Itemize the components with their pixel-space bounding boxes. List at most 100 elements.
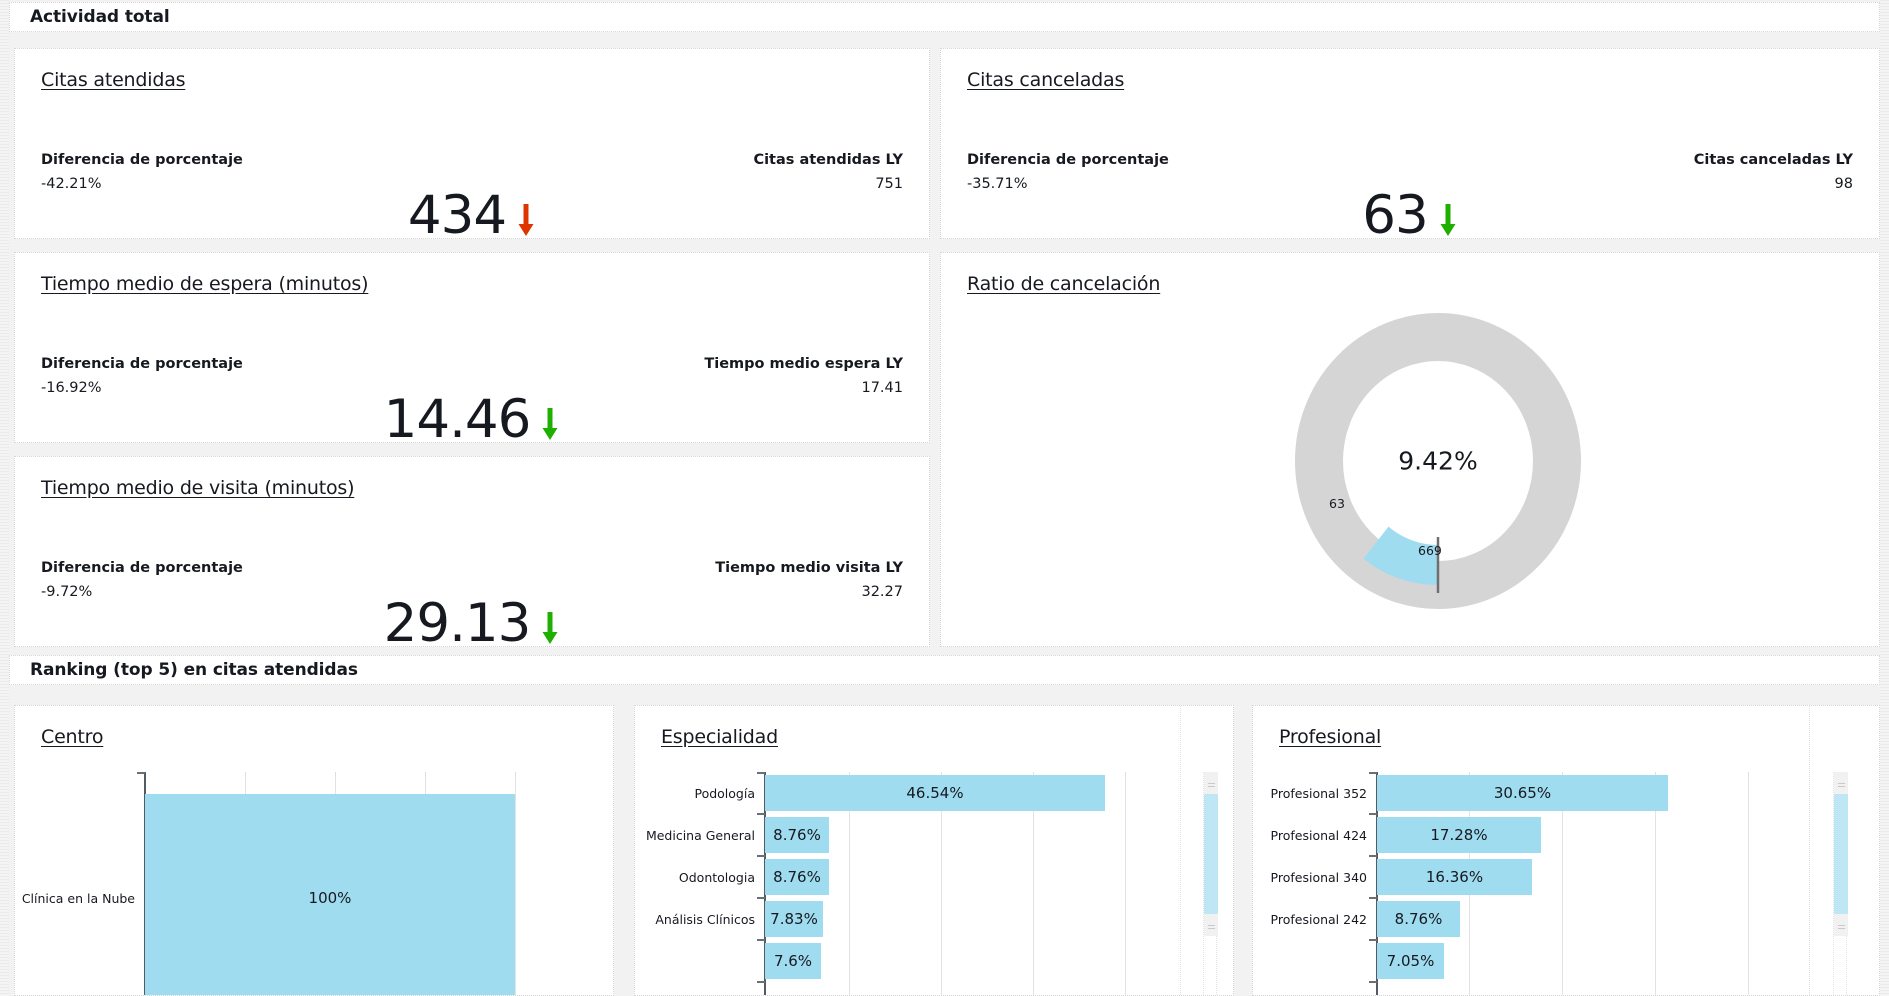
axis-tick bbox=[757, 939, 765, 941]
kpi-diff-value: -35.71% bbox=[967, 176, 1028, 192]
section-header-ranking: Ranking (top 5) en citas atendidas bbox=[9, 655, 1880, 685]
scrollbar-down-button[interactable] bbox=[1834, 914, 1848, 936]
bar-row[interactable]: Profesional 352 30.65% bbox=[1271, 775, 1817, 811]
bar-value-label: 7.6% bbox=[773, 952, 813, 970]
bar-value-label: 17.28% bbox=[1430, 826, 1488, 844]
bar[interactable]: 46.54% bbox=[765, 775, 1105, 811]
axis-tick bbox=[1369, 772, 1377, 774]
gridline bbox=[849, 772, 850, 995]
bar-value-label: 7.83% bbox=[770, 910, 818, 928]
axis-tick bbox=[1369, 813, 1377, 815]
bar-row[interactable]: 7.05% bbox=[1377, 943, 1817, 979]
scrollbar-thumb[interactable] bbox=[1834, 794, 1848, 914]
kpi-ly-value: 751 bbox=[875, 176, 903, 192]
kpi-diff-value: -42.21% bbox=[41, 176, 102, 192]
bar-row[interactable]: Odontologia 8.76% bbox=[679, 859, 1185, 895]
right-gutter bbox=[1880, 0, 1889, 996]
bar-category-label: Profesional 242 bbox=[1270, 911, 1367, 927]
kpi-title[interactable]: Tiempo medio de visita (minutos) bbox=[41, 477, 355, 499]
axis-tick bbox=[757, 772, 765, 774]
axis-tick bbox=[1369, 939, 1377, 941]
bar-category-label: Podología bbox=[694, 785, 755, 801]
kpi-primary-value: 63 bbox=[1362, 185, 1428, 246]
bar-category-label: Odontologia bbox=[678, 869, 755, 885]
bar-row[interactable]: Medicina General 8.76% bbox=[646, 817, 1185, 853]
bar-value-label: 16.36% bbox=[1425, 868, 1484, 886]
bar-row[interactable]: Podología 46.54% bbox=[694, 775, 1185, 811]
ranking-card-especialidad[interactable]: Especialidad Podología 46.54% Medicina G… bbox=[634, 705, 1234, 996]
kpi-primary-value: 434 bbox=[407, 185, 507, 246]
bar-row[interactable]: 7.6% bbox=[765, 943, 1185, 979]
bar-chart-especialidad[interactable]: Podología 46.54% Medicina General 8.76% … bbox=[646, 772, 1185, 995]
chart-title-especialidad[interactable]: Especialidad bbox=[661, 726, 778, 748]
kpi-title[interactable]: Citas atendidas bbox=[41, 69, 186, 91]
scrollbar-down-button[interactable] bbox=[1204, 914, 1218, 936]
bar-category-label: Profesional 424 bbox=[1270, 827, 1367, 843]
axis-tick bbox=[757, 813, 765, 815]
arrow-down-icon bbox=[540, 610, 560, 646]
bar-row[interactable]: Profesional 242 8.76% bbox=[1271, 901, 1817, 937]
gridline bbox=[941, 772, 942, 995]
bar[interactable]: 7.6% bbox=[765, 943, 821, 979]
bar-chart-profesional[interactable]: Profesional 352 30.65% Profesional 424 1… bbox=[1271, 772, 1817, 995]
kpi-primary-value-row: 434 bbox=[15, 189, 929, 242]
donut-title[interactable]: Ratio de cancelación bbox=[967, 273, 1161, 295]
ranking-card-profesional[interactable]: Profesional Profesional 352 30.65% Profe… bbox=[1252, 705, 1880, 996]
left-gutter bbox=[0, 0, 9, 996]
kpi-ly-label: Tiempo medio visita LY bbox=[715, 560, 903, 576]
bar[interactable]: 7.05% bbox=[1377, 943, 1444, 979]
axis-tick bbox=[137, 772, 145, 774]
bar[interactable]: 8.76% bbox=[765, 817, 829, 853]
kpi-title[interactable]: Citas canceladas bbox=[967, 69, 1125, 91]
bar[interactable]: 7.83% bbox=[765, 901, 823, 937]
scrollbar-up-button[interactable] bbox=[1834, 772, 1848, 794]
donut-chart[interactable]: 9.42% bbox=[1294, 311, 1582, 611]
bar-row[interactable]: Clínica en la Nube 100% bbox=[22, 794, 595, 995]
kpi-primary-value: 14.46 bbox=[383, 389, 532, 450]
scrollbar-thumb[interactable] bbox=[1204, 794, 1218, 914]
vertical-scrollbar[interactable] bbox=[1203, 772, 1218, 995]
kpi-card-citas-atendidas[interactable]: Citas atendidas Diferencia de porcentaje… bbox=[14, 48, 930, 242]
chart-title-profesional[interactable]: Profesional bbox=[1279, 726, 1382, 748]
kpi-ly-value: 32.27 bbox=[861, 584, 903, 600]
bar-category-label: Análisis Clínicos bbox=[655, 911, 755, 927]
kpi-diff-value: -9.72% bbox=[41, 584, 93, 600]
vertical-scrollbar[interactable] bbox=[1833, 772, 1848, 995]
kpi-diff-label: Diferencia de porcentaje bbox=[41, 152, 243, 168]
bar[interactable]: 30.65% bbox=[1377, 775, 1668, 811]
kpi-card-tiempo-medio-visita[interactable]: Tiempo medio de visita (minutos) Diferen… bbox=[14, 456, 930, 650]
ranking-card-centro[interactable]: Centro Clínica en la Nube 100% bbox=[14, 705, 614, 996]
bar-value-label: 8.76% bbox=[773, 826, 821, 844]
scroll-divider bbox=[1180, 706, 1181, 995]
kpi-diff-value: -16.92% bbox=[41, 380, 102, 396]
bar[interactable]: 16.36% bbox=[1377, 859, 1532, 895]
scroll-divider bbox=[1809, 706, 1810, 995]
chart-title-centro[interactable]: Centro bbox=[41, 726, 104, 748]
arrow-down-icon bbox=[516, 202, 536, 238]
axis-tick bbox=[757, 855, 765, 857]
bar-row[interactable]: Profesional 340 16.36% bbox=[1271, 859, 1817, 895]
scrollbar-up-button[interactable] bbox=[1204, 772, 1218, 794]
bar[interactable]: 8.76% bbox=[1377, 901, 1460, 937]
kpi-diff-label: Diferencia de porcentaje bbox=[967, 152, 1169, 168]
bar[interactable]: 100% bbox=[145, 794, 515, 995]
gridline bbox=[1748, 772, 1749, 995]
bar[interactable]: 8.76% bbox=[765, 859, 829, 895]
kpi-ly-value: 98 bbox=[1834, 176, 1853, 192]
bar[interactable]: 17.28% bbox=[1377, 817, 1541, 853]
bar-row[interactable]: Profesional 424 17.28% bbox=[1271, 817, 1817, 853]
donut-slice-label: 63 bbox=[1329, 496, 1345, 511]
donut-rest-label: 669 bbox=[1418, 543, 1442, 558]
gridline bbox=[1125, 772, 1126, 995]
kpi-diff-label: Diferencia de porcentaje bbox=[41, 560, 243, 576]
kpi-ly-label: Citas atendidas LY bbox=[753, 152, 903, 168]
kpi-card-tiempo-medio-espera[interactable]: Tiempo medio de espera (minutos) Diferen… bbox=[14, 252, 930, 450]
bar-chart-centro[interactable]: Clínica en la Nube 100% bbox=[22, 772, 595, 995]
kpi-title[interactable]: Tiempo medio de espera (minutos) bbox=[41, 273, 369, 295]
axis-tick bbox=[1369, 897, 1377, 899]
kpi-card-citas-canceladas[interactable]: Citas canceladas Diferencia de porcentaj… bbox=[940, 48, 1880, 246]
bar-row[interactable]: Análisis Clínicos 7.83% bbox=[655, 901, 1185, 937]
donut-card-ratio-cancelacion[interactable]: Ratio de cancelación 9.42% 63 669 bbox=[940, 252, 1880, 647]
gridline bbox=[1033, 772, 1034, 995]
